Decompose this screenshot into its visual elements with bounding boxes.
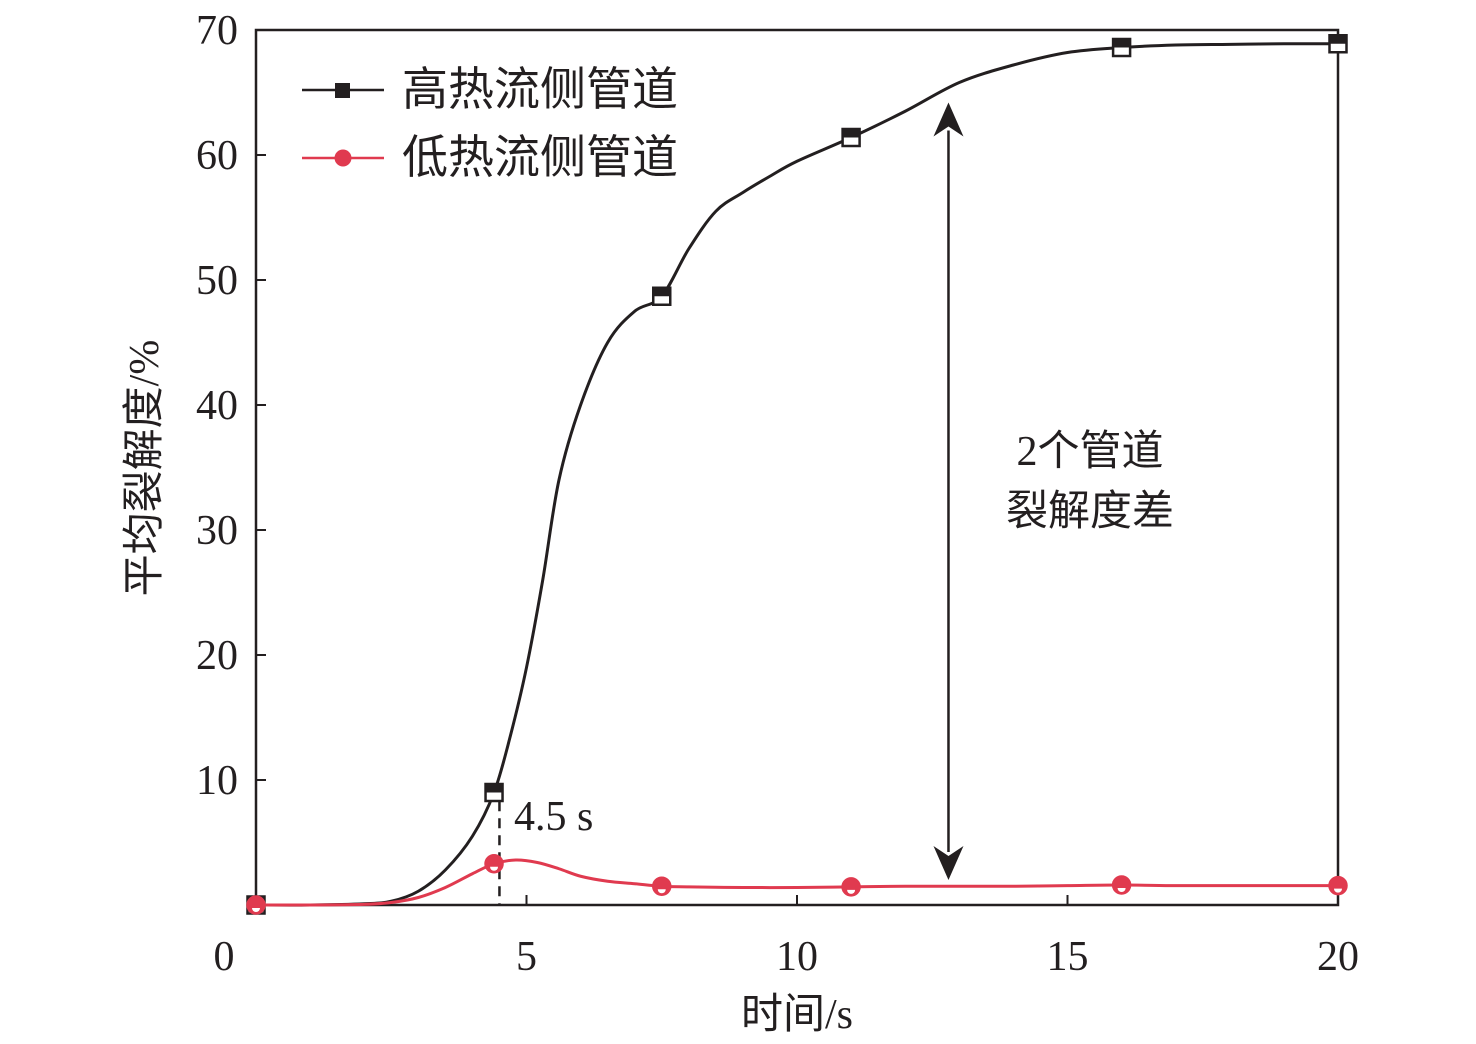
diff-arrow-head-bottom: [933, 846, 964, 880]
data-point-circle-highlight: [1117, 888, 1126, 892]
data-point-square-fill: [1329, 35, 1347, 44]
y-tick-label: 20: [196, 633, 238, 679]
annotations: [498, 102, 964, 905]
axis-ticks: 0 5 10 15 20 10 20 30 40 50 60 70: [196, 8, 1359, 980]
series-2: [246, 854, 1348, 915]
legend-label-series-2: 低热流侧管道: [402, 132, 678, 183]
data-point-circle-highlight: [490, 866, 499, 871]
x-tick-label: 0: [214, 934, 235, 980]
data-point-circle: [841, 877, 861, 897]
x-tick-label: 5: [516, 934, 537, 980]
legend: 高热流侧管道 低热流侧管道: [302, 64, 678, 183]
legend-marker-series-1: [335, 83, 350, 98]
legend-label-series-1: 高热流侧管道: [402, 64, 678, 115]
series: [246, 34, 1348, 915]
data-point-circle-highlight: [252, 908, 260, 912]
diff-annotation-label-line1: 2个管道: [1016, 429, 1163, 475]
legend-marker-series-2: [334, 149, 352, 167]
data-point-square-fill: [1113, 39, 1131, 48]
y-tick-label: 10: [196, 758, 238, 804]
y-tick-label: 70: [196, 8, 238, 54]
data-point-circle: [652, 876, 672, 896]
series-line-2: [255, 858, 1338, 907]
y-tick-label: 40: [196, 383, 238, 429]
y-tick-label: 50: [196, 258, 238, 304]
x-tick-label: 15: [1047, 934, 1089, 980]
diff-arrow-head-top: [933, 102, 964, 137]
data-point-circle: [1328, 875, 1348, 896]
series-line-1: [255, 42, 1339, 907]
data-point-circle-highlight: [847, 889, 856, 894]
y-tick-label: 30: [196, 508, 238, 554]
data-point-square-fill: [485, 784, 503, 793]
x-tick-label: 20: [1317, 934, 1359, 980]
x-axis-label: 时间/s: [741, 992, 853, 1038]
data-point-circle: [484, 854, 504, 874]
diff-annotation-label-line2: 裂解度差: [1006, 489, 1174, 535]
x-tick-label: 10: [776, 934, 818, 980]
y-axis-label: 平均裂解度/%: [122, 340, 168, 597]
data-point-circle-highlight: [1334, 888, 1342, 893]
data-point-square-fill: [842, 129, 860, 138]
time-annotation-label: 4.5 s: [514, 794, 593, 840]
data-point-circle: [246, 895, 266, 915]
data-point-circle-highlight: [657, 889, 666, 894]
data-point-square-fill: [653, 287, 671, 297]
y-tick-label: 60: [196, 133, 238, 179]
data-point-circle: [1111, 875, 1132, 895]
